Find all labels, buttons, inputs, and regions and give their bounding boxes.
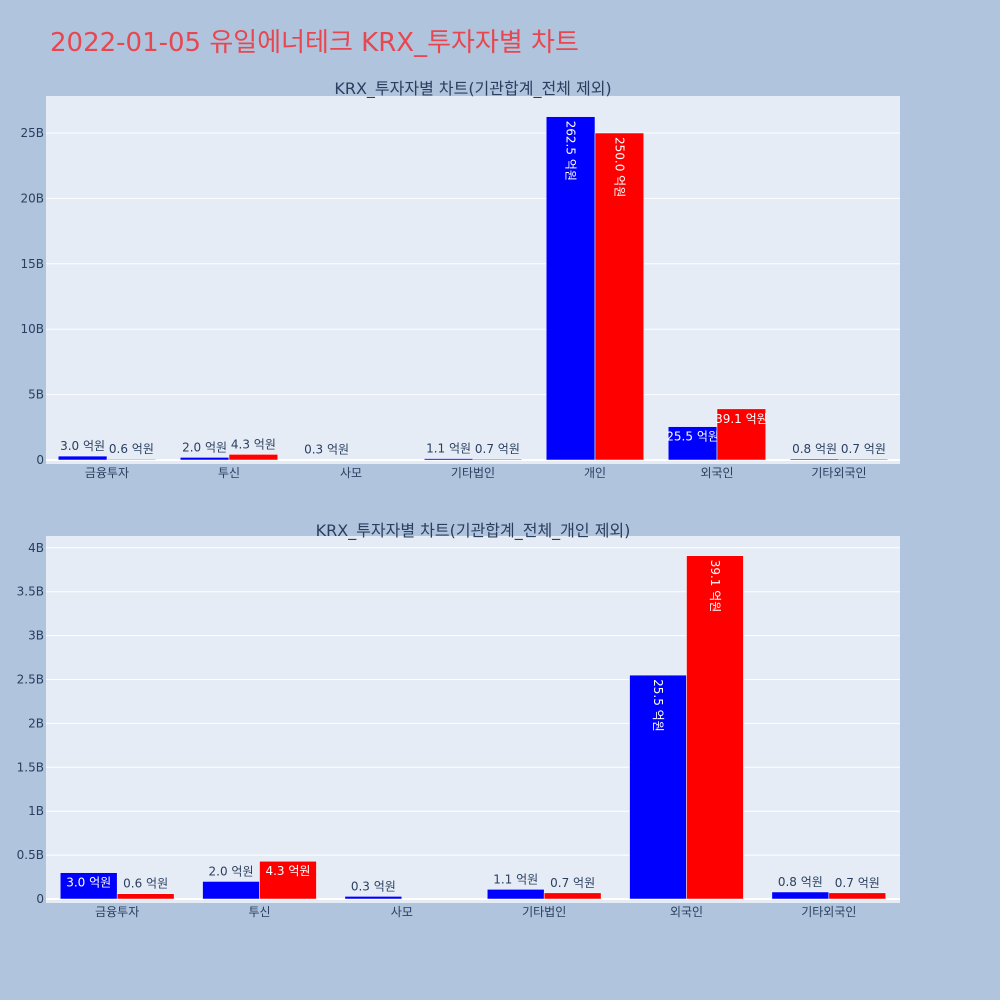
bar-data-label: 262.5 억원 bbox=[564, 121, 578, 181]
bar bbox=[228, 454, 279, 461]
y-tick-label: 25B bbox=[20, 126, 44, 140]
bar bbox=[543, 892, 602, 900]
bar bbox=[789, 458, 840, 461]
bar-data-label: 4.3 억원 bbox=[265, 864, 310, 878]
y-tick-label: 5B bbox=[28, 388, 44, 402]
bar-data-label: 1.1 억원 bbox=[493, 872, 538, 886]
plot-area bbox=[46, 536, 900, 903]
bar-data-label: 3.0 억원 bbox=[66, 876, 111, 890]
bar-data-label: 0.6 억원 bbox=[109, 442, 154, 456]
y-tick-label: 2B bbox=[28, 716, 44, 730]
bar bbox=[259, 860, 317, 900]
x-tick-label: 투신 bbox=[248, 905, 270, 919]
x-tick-label: 사모 bbox=[391, 905, 413, 919]
y-tick-label: 1B bbox=[28, 804, 44, 818]
y-tick-label: 3.5B bbox=[17, 585, 44, 599]
bar bbox=[594, 132, 645, 461]
bar-data-label: 0.7 억원 bbox=[550, 876, 595, 890]
bar-data-label: 0.6 억원 bbox=[123, 877, 168, 891]
x-tick-label: 기타법인 bbox=[522, 905, 566, 919]
bar bbox=[686, 555, 744, 900]
x-tick-label: 외국인 bbox=[700, 466, 733, 480]
bar bbox=[59, 872, 118, 900]
x-tick-label: 금융투자 bbox=[85, 466, 129, 480]
bar-data-label: 0.3 억원 bbox=[351, 879, 396, 893]
bar bbox=[344, 896, 403, 900]
bar-data-label: 0.8 억원 bbox=[792, 442, 837, 456]
bar-data-label: 0.8 억원 bbox=[778, 875, 823, 889]
bar bbox=[116, 893, 175, 900]
bar-data-label: 2.0 억원 bbox=[182, 440, 227, 454]
bar-data-label: 39.1 억원 bbox=[708, 560, 722, 613]
bar-data-label: 0.7 억원 bbox=[841, 442, 886, 456]
bar-data-label: 25.5 억원 bbox=[651, 679, 665, 732]
x-tick-label: 금융투자 bbox=[95, 905, 139, 919]
bar-data-label: 0.7 억원 bbox=[835, 876, 880, 890]
bar bbox=[472, 458, 523, 461]
bar-data-label: 3.0 억원 bbox=[60, 439, 105, 453]
bar bbox=[486, 889, 545, 900]
x-tick-label: 투신 bbox=[218, 466, 240, 480]
bar bbox=[667, 426, 718, 461]
bar bbox=[106, 458, 157, 461]
y-tick-label: 1.5B bbox=[17, 760, 44, 774]
bar-data-label: 0.7 억원 bbox=[475, 442, 520, 456]
x-tick-label: 외국인 bbox=[670, 905, 703, 919]
bar-data-label: 39.1 억원 bbox=[715, 412, 768, 426]
bar bbox=[771, 891, 830, 900]
x-tick-label: 개인 bbox=[584, 466, 606, 480]
y-tick-label: 4B bbox=[28, 541, 44, 555]
x-tick-label: 사모 bbox=[340, 466, 362, 480]
bar-data-label: 25.5 억원 bbox=[666, 430, 719, 444]
x-tick-label: 기타법인 bbox=[451, 466, 495, 480]
y-tick-label: 15B bbox=[20, 257, 44, 271]
x-tick-label: 기타외국인 bbox=[801, 905, 856, 919]
bar-data-label: 1.1 억원 bbox=[426, 442, 471, 456]
chart-investor-excl-individual: 0 0.5B 1B 1.5B 2B 2.5B 3B 3.5B 4B KRX_투자자별 차트(기관합… bbox=[17, 521, 900, 919]
y-tick-label: 2.5B bbox=[17, 673, 44, 687]
bar-data-label: 4.3 억원 bbox=[231, 437, 276, 451]
y-tick-label: 0.5B bbox=[17, 848, 44, 862]
bar-data-label: 2.0 억원 bbox=[209, 864, 254, 878]
plot-area bbox=[46, 96, 900, 464]
bar bbox=[202, 881, 260, 900]
bar bbox=[179, 457, 230, 461]
bar-data-label: 250.0 억원 bbox=[612, 137, 626, 197]
bar bbox=[828, 892, 887, 900]
y-tick-label: 10B bbox=[20, 322, 44, 336]
x-tick-label: 기타외국인 bbox=[811, 466, 866, 480]
y-tick-label: 0 bbox=[36, 892, 44, 906]
page-title: 2022-01-05 유일에너테크 KRX_투자자별 차트 bbox=[50, 28, 579, 58]
bar bbox=[57, 455, 108, 461]
y-tick-label: 3B bbox=[28, 629, 44, 643]
y-tick-label: 0 bbox=[36, 453, 44, 467]
y-tick-label: 20B bbox=[20, 191, 44, 205]
bar bbox=[716, 408, 767, 461]
bar-data-label: 0.3 억원 bbox=[304, 443, 349, 457]
bar bbox=[838, 458, 889, 461]
bar bbox=[629, 674, 687, 900]
chart-title: KRX_투자자별 차트(기관합계_전체 제외) bbox=[334, 79, 611, 99]
chart-title: KRX_투자자별 차트(기관합계_전체_개인 제외) bbox=[316, 521, 631, 541]
bar bbox=[423, 458, 474, 461]
chart-investor-all: 0 5B 10B 15B 20B 25B KRX_투자자별 차트(기관합계_전체 제외) 금융… bbox=[20, 79, 900, 480]
